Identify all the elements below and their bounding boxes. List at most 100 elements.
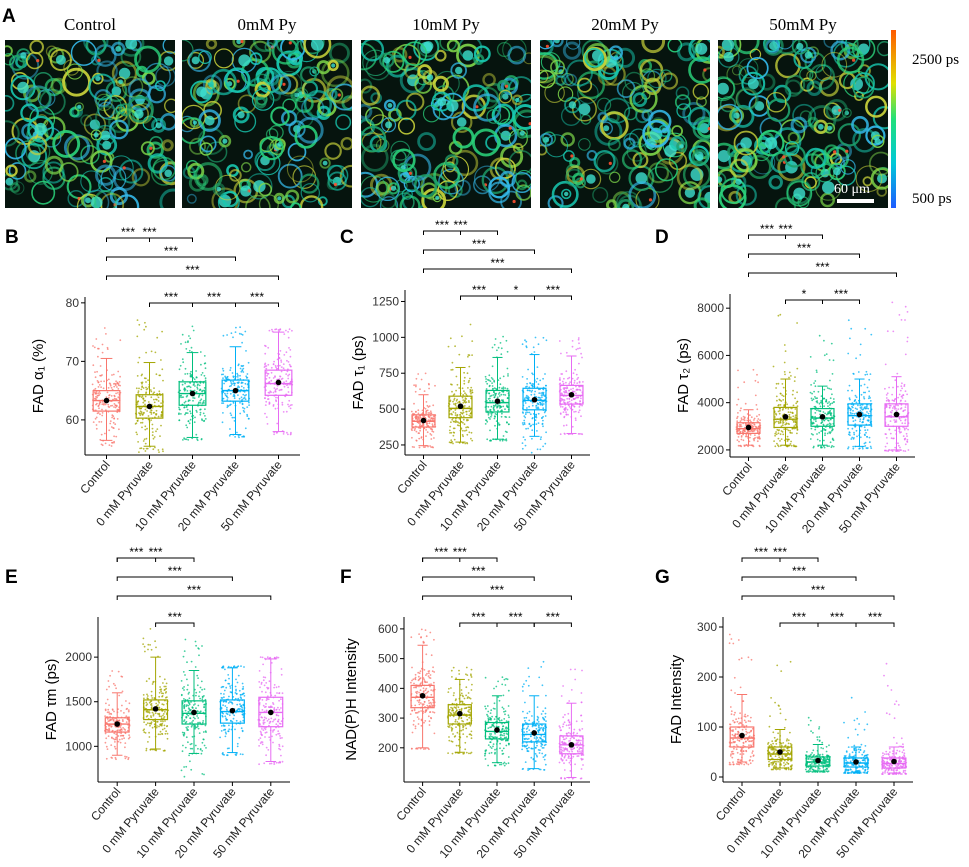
box-group (773, 314, 799, 447)
y-tick-label: 6000 (697, 348, 724, 362)
image-title: 20mM Py (591, 15, 659, 34)
significance-label: *** (434, 545, 448, 559)
significance-bracket: *** (818, 610, 856, 627)
mean-point (421, 418, 427, 424)
mean-point (783, 414, 789, 420)
y-tick-label: 500 (379, 402, 399, 416)
colorbar-min-label: 500 ps (912, 191, 952, 207)
significance-label: *** (472, 237, 486, 251)
significance-bracket: *** (823, 287, 860, 304)
significance-bracket: *** (117, 583, 271, 600)
box-group (559, 337, 584, 435)
panel-letter: C (340, 227, 354, 248)
box-group (847, 319, 873, 449)
box-group (221, 326, 250, 438)
microscopy-image (0, 29, 185, 218)
box-group (736, 369, 762, 447)
significance-label: *** (815, 260, 829, 274)
y-tick-label: 80 (66, 296, 80, 310)
y-tick-label: 500 (378, 652, 398, 666)
box-group (410, 629, 436, 751)
significance-label: *** (435, 218, 449, 232)
y-tick-label: 70 (66, 354, 80, 368)
box-group (729, 634, 756, 766)
box-group (810, 335, 836, 449)
significance-label: *** (834, 287, 848, 301)
significance-label: *** (168, 610, 182, 624)
mean-point (531, 730, 537, 736)
panel-letter-a: A (2, 6, 16, 27)
significance-bracket: *** (856, 610, 894, 627)
box-group (104, 670, 131, 760)
y-axis-label: FAD Intensity (668, 654, 685, 744)
colorbar: 2500 ps 500 ps (891, 30, 959, 208)
significance-label: *** (546, 283, 560, 297)
box-group (142, 628, 169, 752)
x-tick-label: Control (88, 785, 124, 824)
significance-bracket: *** (460, 610, 497, 627)
mean-point (569, 392, 575, 398)
panel-letter: B (5, 227, 19, 248)
significance-bracket: *** (424, 237, 535, 254)
significance-bracket: *** (534, 610, 571, 627)
box-group (135, 319, 164, 453)
mean-point (815, 758, 821, 764)
x-tick-label: Control (77, 458, 113, 497)
box-group (219, 665, 245, 756)
x-tick-label: Control (394, 458, 430, 497)
image-title: 0mM Py (237, 15, 297, 34)
y-tick-label: 2000 (65, 650, 92, 664)
mean-point (777, 749, 783, 755)
scalebar-line (837, 199, 874, 203)
significance-bracket: *** (461, 283, 498, 300)
significance-label: *** (509, 610, 523, 624)
significance-bracket: *** (742, 583, 894, 600)
significance-bracket: *** (117, 564, 232, 581)
significance-label: *** (811, 583, 825, 597)
y-tick-label: 1500 (65, 695, 92, 709)
y-axis-label: NAD(P)H Intensity (343, 638, 360, 761)
significance-label: *** (207, 290, 221, 304)
mean-point (569, 742, 575, 748)
mean-point (857, 412, 863, 418)
mean-point (891, 759, 897, 765)
significance-bracket: *** (193, 290, 236, 307)
image-title: Control (64, 15, 116, 34)
y-axis-label: FAD τ₁ (ps) (350, 335, 367, 409)
significance-label: *** (490, 583, 504, 597)
significance-bracket: *** (423, 583, 572, 600)
box-group (843, 697, 869, 774)
significance-label: *** (129, 545, 143, 559)
significance-label: * (514, 283, 519, 297)
significance-label: *** (471, 610, 485, 624)
significance-label: *** (868, 610, 882, 624)
significance-bracket: *** (236, 290, 279, 307)
x-tick-label: Control (393, 785, 429, 824)
significance-bracket: *** (742, 564, 856, 581)
y-tick-label: 200 (697, 670, 717, 684)
y-axis-label: FAD α₁ (%) (30, 339, 47, 414)
mean-point (532, 397, 538, 403)
mean-point (746, 425, 752, 431)
y-tick-label: 0 (710, 770, 717, 784)
significance-label: *** (187, 583, 201, 597)
box-group (447, 667, 473, 755)
significance-label: *** (830, 610, 844, 624)
panel-letter: E (5, 567, 18, 588)
y-tick-label: 1000 (372, 330, 399, 344)
significance-label: *** (778, 222, 792, 236)
box-group (181, 639, 207, 778)
mean-point (268, 710, 274, 716)
box-group (92, 327, 122, 447)
y-tick-label: 8000 (697, 301, 724, 315)
y-tick-label: 600 (378, 622, 398, 636)
significance-label: *** (453, 218, 467, 232)
significance-label: *** (754, 545, 768, 559)
